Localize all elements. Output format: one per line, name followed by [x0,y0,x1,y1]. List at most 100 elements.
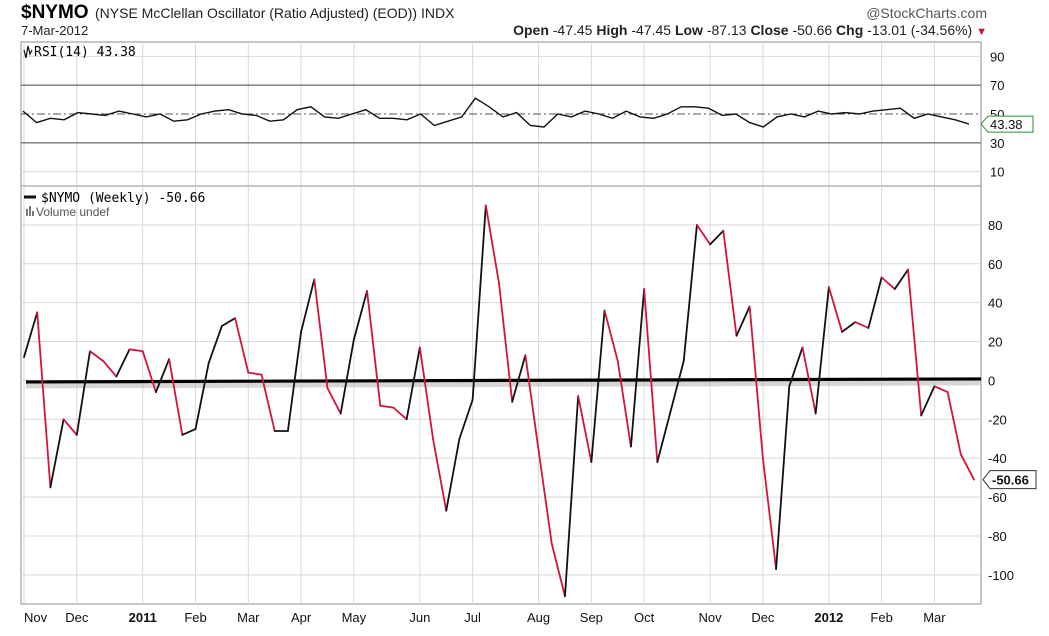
x-tick-label: Jun [409,610,430,625]
x-tick-label: Dec [751,610,775,625]
nymo-segment-down [484,204,500,285]
x-tick-label: Apr [291,610,312,625]
nymo-tick-label: -60 [988,490,1007,505]
nymo-segment-up [564,395,580,598]
nymo-line [23,204,975,598]
nymo-tick-label: -40 [988,451,1007,466]
nymo-segment-up [445,437,461,512]
nymo-segment-up [352,290,368,341]
nymo-tick-label: -80 [988,529,1007,544]
nymo-horizontal-grid [21,224,981,576]
open-value: -47.45 [552,22,593,38]
nymo-segment-up [788,346,804,388]
nymo-segment-down [616,360,632,448]
x-tick-label: Nov [24,610,48,625]
nymo-segment-up [775,385,791,570]
volume-legend-text: Volume undef [36,205,110,219]
nymo-segment-down [326,387,342,415]
x-tick-label: Mar [923,610,946,625]
nymo-segment-down [418,346,434,440]
nymo-segment-up [23,311,39,358]
nymo-tick-label: 80 [988,218,1002,233]
nymo-segment-up [590,309,606,463]
nymo-segment-down [761,457,777,570]
rsi-legend-text: RSI(14) 43.38 [34,45,136,60]
nymo-segment-down [234,317,250,374]
rsi-tick-label: 70 [990,78,1004,93]
zero-line [25,377,982,384]
close-value: -50.66 [792,22,833,38]
nymo-tick-label: -100 [988,568,1014,583]
nymo-segment-down [524,354,540,452]
rsi-line [22,97,970,128]
nymo-segment-down [933,385,949,393]
nymo-segment-up [339,338,355,415]
nymo-segment-down [313,278,329,390]
nymo-segment-down [722,229,738,337]
nymo-segment-up [115,348,131,378]
exchange-text: INDX [420,5,455,21]
nymo-segment-down [498,282,514,403]
rsi-tick-label: 30 [990,136,1004,151]
rsi-legend-icon [23,45,33,59]
nymo-segment-down [959,453,975,481]
x-tick-label: May [342,610,367,625]
nymo-legend: $NYMO (Weekly) -50.66 Volume undef [24,191,205,219]
rsi-last-value-tag: 43.38 [980,115,1034,133]
low-value: -87.13 [706,22,747,38]
nymo-segment-up [194,362,210,430]
nymo-segment-up [207,325,223,364]
nymo-last-value-text: -50.66 [992,473,1029,488]
nymo-segment-up [893,268,909,290]
nymo-segment-down [36,311,52,489]
nymo-legend-text: $NYMO (Weekly) -50.66 [41,191,205,206]
nymo-segment-up [841,321,857,333]
x-tick-label: Feb [184,610,206,625]
chg-label: Chg [836,22,864,38]
nymo-segment-down [102,360,118,378]
source-credit: @StockCharts.com [866,5,987,21]
nymo-segment-down [247,371,263,376]
chg-value: -13.01 (-34.56%) [867,22,973,38]
nymo-segment-down [432,437,448,512]
nymo-segment-up [221,317,237,327]
nymo-segment-up [669,360,685,413]
nymo-segment-up [75,350,91,436]
nymo-segment-down [141,350,157,393]
nymo-panel-frame [20,185,982,605]
rsi-tick-label: 90 [990,49,1004,64]
high-value: -47.45 [631,22,672,38]
rsi-bands [21,84,981,144]
chart-description: (NYSE McClellan Oscillator (Ratio Adjust… [95,5,454,21]
nymo-segment-up [709,229,725,246]
nymo-tick-label: -20 [988,412,1007,427]
nymo-tick-label: 0 [988,373,995,388]
nymo-segment-down [168,358,184,436]
ohlc-readout: Open -47.45 High -47.45 Low -87.13 Close… [513,22,987,38]
high-label: High [596,22,628,38]
nymo-segment-up [735,305,751,337]
nymo-segment-up [814,286,830,415]
open-label: Open [513,22,549,38]
nymo-segment-up [656,410,672,463]
nymo-last-value-tag-shape [982,470,1037,490]
nymo-segment-up [471,204,487,401]
chart-symbol: $NYMO [21,2,89,23]
nymo-last-value-tag: -50.66 [982,470,1037,490]
x-tick-label: Jul [464,610,481,625]
x-tick-label: Nov [699,610,723,625]
nymo-segment-down [748,305,764,460]
close-label: Close [750,22,789,38]
nymo-segment-up [286,330,302,432]
nymo-segment-up [511,354,527,403]
x-tick-label: Aug [527,610,550,625]
x-axis-tick-labels: Nov Dec 2011 Feb Mar Apr May Jun Jul Aug Sep Oct Nov… [24,610,946,625]
nymo-segment-up [181,428,197,436]
nymo-segment-down [392,406,408,421]
low-label: Low [674,22,703,38]
nymo-segment-down [62,418,78,436]
nymo-tick-label: 40 [988,296,1002,311]
